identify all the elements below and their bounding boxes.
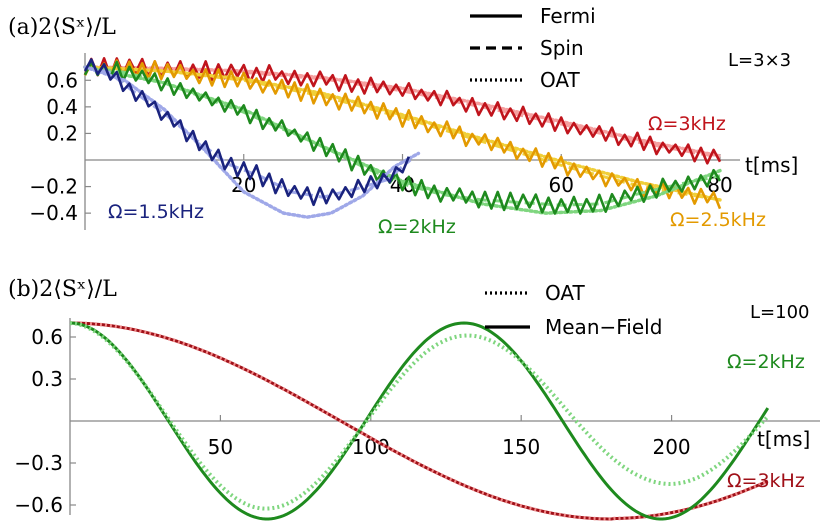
panel-b-curves bbox=[69, 321, 770, 521]
panel-b-xtick-label: 200 bbox=[652, 435, 690, 459]
spin-curve-3 bbox=[84, 65, 721, 159]
panel-a-ytick-label: −0.2 bbox=[29, 175, 78, 199]
fermi-curve-2 bbox=[83, 59, 722, 210]
oat-curve-2khz bbox=[69, 321, 770, 511]
panel-b-ytick-label: −0.6 bbox=[14, 493, 63, 517]
panel-a-curves bbox=[83, 57, 722, 219]
legend-a-dotted-label: OAT bbox=[540, 68, 581, 92]
panel-a-xlabel: t[ms] bbox=[745, 153, 798, 177]
panel-a-ylabel: (a)2⟨Sˣ⟩/L bbox=[8, 15, 116, 40]
series-label-3khz: Ω=3kHz bbox=[648, 113, 726, 135]
spin-curve-2 bbox=[84, 65, 721, 202]
panel-a-ytick-label: 0.4 bbox=[46, 95, 78, 119]
series-label-b-3khz: Ω=3kHz bbox=[727, 470, 805, 492]
panel-b-ytick-label: 0.3 bbox=[31, 367, 63, 391]
spin-curve-1 bbox=[84, 65, 721, 207]
panel-a-ytick-label: 0.6 bbox=[46, 68, 78, 92]
fermi-curve-3 bbox=[83, 57, 722, 165]
panel-a-ytick-label: −0.4 bbox=[29, 201, 78, 225]
oat-curve-3 bbox=[83, 65, 722, 158]
series-label-2khz: Ω=2kHz bbox=[378, 216, 456, 238]
panel-b-ytick-label: 0.6 bbox=[31, 325, 63, 349]
panel-b-legend: OAT Mean−Field bbox=[485, 281, 662, 339]
panel-b-annotation: L=100 bbox=[750, 302, 809, 323]
panel-a-annotation: L=3×3 bbox=[728, 50, 791, 71]
legend-b-solid-label: Mean−Field bbox=[545, 315, 662, 339]
panel-b-axes: 50 100 150 200−0.6−0.30.30.6 bbox=[14, 318, 820, 517]
series-label-b-2khz: Ω=2kHz bbox=[727, 351, 805, 373]
oat-curve-3khz bbox=[70, 321, 769, 521]
panel-a-ytick-label: 0.2 bbox=[46, 121, 78, 145]
panel-b-xtick-label: 150 bbox=[502, 435, 540, 459]
legend-a-solid-label: Fermi bbox=[540, 4, 596, 28]
series-label-2-5khz: Ω=2.5kHz bbox=[670, 209, 766, 231]
panel-b-ylabel: (b)2⟨Sˣ⟩/L bbox=[8, 277, 117, 302]
panel-b-xtick-label: 50 bbox=[208, 435, 233, 459]
panel-a: (a)2⟨Sˣ⟩/L 20 40 60 80−0.4−0.20.20.40.6 Fer… bbox=[8, 4, 798, 238]
panel-b-ytick-label: −0.3 bbox=[14, 451, 63, 475]
panel-a-legend: Fermi Spin OAT bbox=[470, 4, 596, 92]
fermi-curve-1 bbox=[83, 60, 722, 215]
legend-b-dotted-label: OAT bbox=[545, 281, 586, 305]
panel-a-xtick-label: 60 bbox=[549, 173, 574, 197]
panel-b: (b)2⟨Sˣ⟩/L 50 100 150 200−0.6−0.30.30.6 OAT… bbox=[8, 277, 820, 521]
fermi-curve-0 bbox=[83, 58, 411, 207]
panel-b-xlabel: t[ms] bbox=[757, 427, 810, 451]
series-label-1-5khz: Ω=1.5kHz bbox=[108, 201, 204, 223]
meanfield-curve-2khz bbox=[69, 321, 770, 521]
legend-a-dashed-label: Spin bbox=[540, 36, 584, 60]
